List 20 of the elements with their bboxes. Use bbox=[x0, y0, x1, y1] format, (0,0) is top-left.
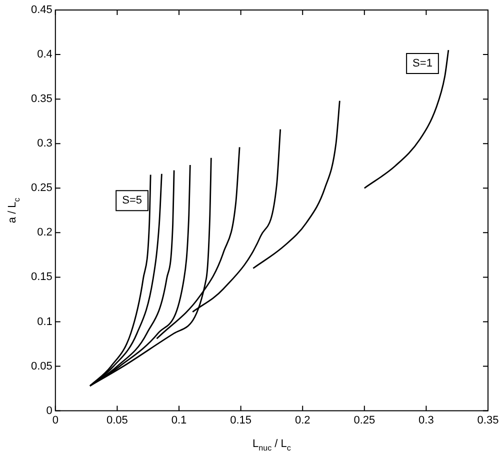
y-tick-label: 0.35 bbox=[30, 93, 52, 106]
x-tick-label: 0.3 bbox=[418, 414, 434, 426]
x-tick-label: 0.05 bbox=[106, 414, 128, 426]
y-tick-label: 0.4 bbox=[37, 48, 52, 61]
x-tick-label: 0.1 bbox=[171, 414, 187, 426]
y-tick-label: 0.05 bbox=[30, 360, 52, 372]
y-tick-label: 0.15 bbox=[30, 271, 52, 284]
annotation: S=5 bbox=[122, 194, 142, 207]
x-tick-label: 0.25 bbox=[354, 414, 376, 426]
y-tick-label: 0 bbox=[46, 404, 52, 417]
y-tick-label: 0.25 bbox=[30, 182, 52, 194]
y-axis-title: a / Lc bbox=[6, 198, 22, 224]
annotation: S=1 bbox=[412, 57, 432, 70]
y-tick-label: 0.3 bbox=[37, 138, 52, 150]
x-tick-label: 0.2 bbox=[294, 414, 310, 426]
y-tick-label: 0.45 bbox=[30, 4, 52, 16]
x-tick-label: 0.15 bbox=[230, 414, 252, 426]
y-tick-label: 0.2 bbox=[37, 226, 52, 239]
y-tick-label: 0.1 bbox=[37, 316, 52, 328]
x-tick-label: 0.35 bbox=[477, 414, 499, 426]
